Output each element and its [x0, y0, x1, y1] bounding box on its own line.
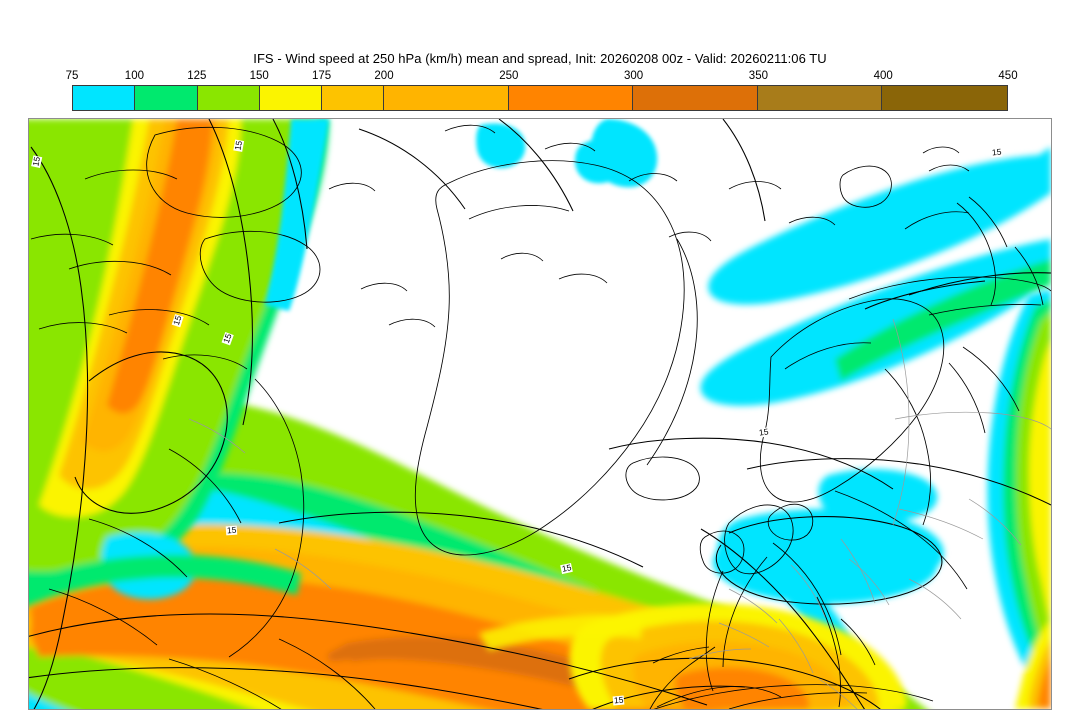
colorbar-tick-450: 450 [998, 70, 1018, 82]
colorbar-band-75-100 [73, 86, 136, 110]
country-borders [188, 318, 1051, 709]
colorbar-tick-100: 100 [124, 70, 144, 82]
contour-label: 15 [225, 524, 238, 536]
colorbar-band-100-125 [135, 86, 198, 110]
colorbar-band-175-200 [322, 86, 385, 110]
colorbar-tick-labels: 75 100 125 150 175 200 250 300 350 400 450 [66, 70, 1018, 84]
contour-label: 15 [612, 694, 625, 706]
contour-label: 15 [757, 426, 771, 438]
colorbar-band-300-350 [633, 86, 758, 110]
colorbar-band-250-300 [508, 86, 634, 110]
colorbar-tick-200: 200 [374, 70, 394, 82]
contour-label: 15 [990, 146, 1003, 158]
colorbar-tick-350: 350 [748, 70, 768, 82]
colorbar-band-200-250 [384, 86, 509, 110]
colorbar-tick-75: 75 [65, 70, 79, 82]
arctic-spread-patches [265, 119, 658, 311]
colorbar-tick-175: 175 [312, 70, 332, 82]
page-title: IFS - Wind speed at 250 hPa (km/h) mean … [253, 51, 827, 66]
colorbar-tick-400: 400 [873, 70, 893, 82]
colorbar-tick-125: 125 [187, 70, 207, 82]
colorbar-segments [72, 85, 1008, 111]
colorbar-tick-150: 150 [249, 70, 269, 82]
colorbar-band-150-175 [259, 86, 323, 110]
colorbar [72, 85, 1008, 111]
colorbar-band-350-400 [757, 86, 883, 110]
colorbar-band-125-150 [197, 86, 260, 110]
coastlines [30, 124, 1051, 709]
colorbar-tick-250: 250 [499, 70, 519, 82]
map-render [29, 119, 1051, 709]
northwest-fill [29, 119, 329, 606]
colorbar-band-400-450 [882, 86, 1007, 110]
east-edge-fill [987, 289, 1051, 709]
iberia-africa-fill [479, 603, 907, 709]
colorbar-tick-300: 300 [624, 70, 644, 82]
